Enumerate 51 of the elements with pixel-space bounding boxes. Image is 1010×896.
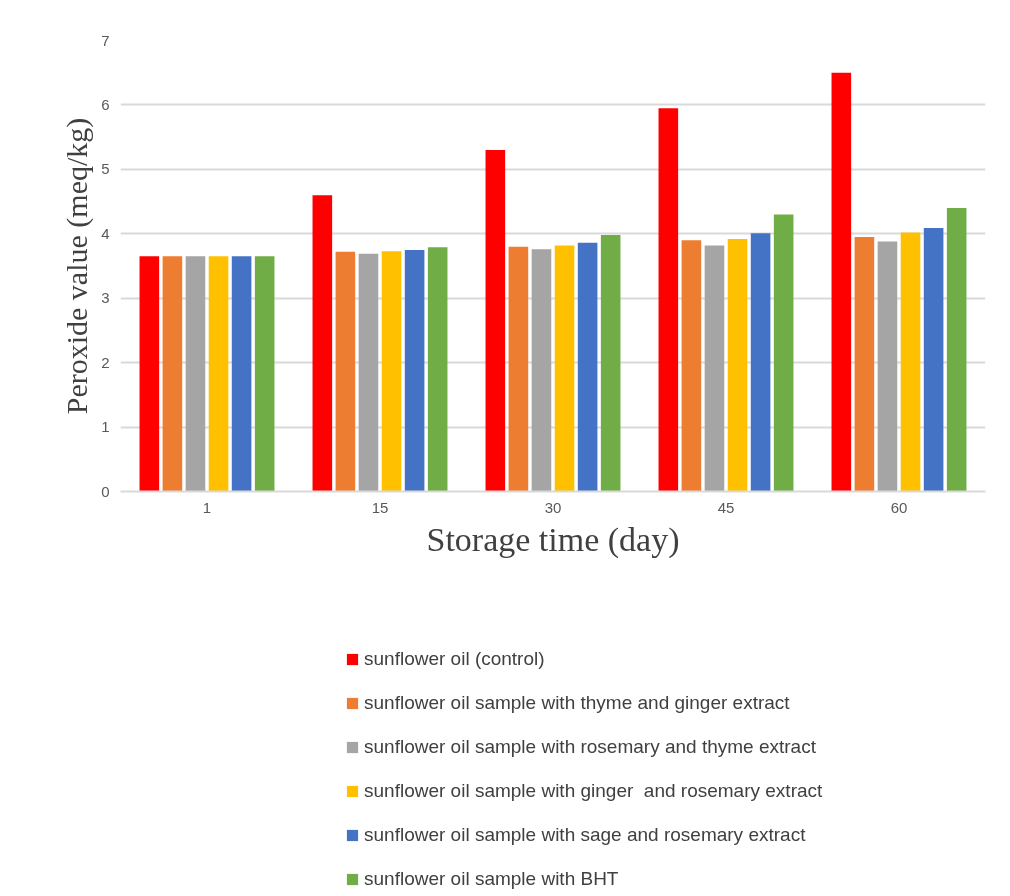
- legend-label: sunflower oil sample with sage and rosemary extract: [364, 824, 806, 846]
- x-tick-label: 1: [202, 498, 212, 516]
- bar: [831, 72, 852, 492]
- legend-label: sunflower oil sample with BHT: [364, 868, 619, 890]
- bar: [704, 245, 725, 492]
- x-tick-label: 60: [890, 498, 908, 516]
- bar: [404, 249, 425, 492]
- bar: [485, 150, 506, 492]
- y-tick-label: 7: [101, 31, 110, 49]
- y-tick-label: 2: [101, 353, 110, 371]
- legend-label: sunflower oil sample with thyme and ginger extract: [364, 692, 790, 714]
- bar: [658, 108, 679, 492]
- legend-label: sunflower oil sample with rosemary and thyme extract: [364, 736, 816, 758]
- x-axis-title: Storage time (day): [426, 520, 680, 559]
- bar: [750, 233, 771, 492]
- bar: [531, 249, 552, 492]
- bar: [727, 238, 748, 492]
- y-axis-title: Peroxide value (meq/kg): [60, 117, 95, 415]
- bar: [854, 237, 875, 492]
- x-tick-label: 30: [544, 498, 562, 516]
- bar: [554, 245, 575, 492]
- bar: [508, 246, 529, 492]
- x-tick-label: 45: [717, 498, 735, 516]
- bar: [923, 227, 944, 492]
- bar: [900, 232, 921, 492]
- bar: [254, 256, 275, 492]
- bar: [600, 235, 621, 492]
- bar: [335, 251, 356, 492]
- bar: [185, 256, 206, 492]
- bar: [427, 247, 448, 492]
- bar: [139, 256, 160, 492]
- y-tick-label: 5: [101, 160, 110, 178]
- bar: [231, 256, 252, 492]
- bar: [162, 256, 183, 492]
- y-tick-label: 1: [101, 418, 110, 436]
- bar: [358, 253, 379, 492]
- y-tick-label: 6: [101, 95, 110, 113]
- bar: [312, 195, 333, 492]
- bar: [208, 256, 229, 492]
- bar: [946, 208, 967, 492]
- bar: [381, 251, 402, 492]
- bar: [773, 214, 794, 492]
- bar: [877, 241, 898, 492]
- bar: [681, 240, 702, 492]
- bar: [577, 242, 598, 492]
- y-tick-label: 4: [101, 224, 110, 242]
- y-tick-label: 3: [101, 289, 110, 307]
- y-tick-label: 0: [101, 482, 110, 500]
- x-tick-label: 15: [371, 498, 389, 516]
- legend-label: sunflower oil (control): [364, 648, 545, 670]
- legend-label: sunflower oil sample with ginger and rosemary extract: [364, 780, 823, 802]
